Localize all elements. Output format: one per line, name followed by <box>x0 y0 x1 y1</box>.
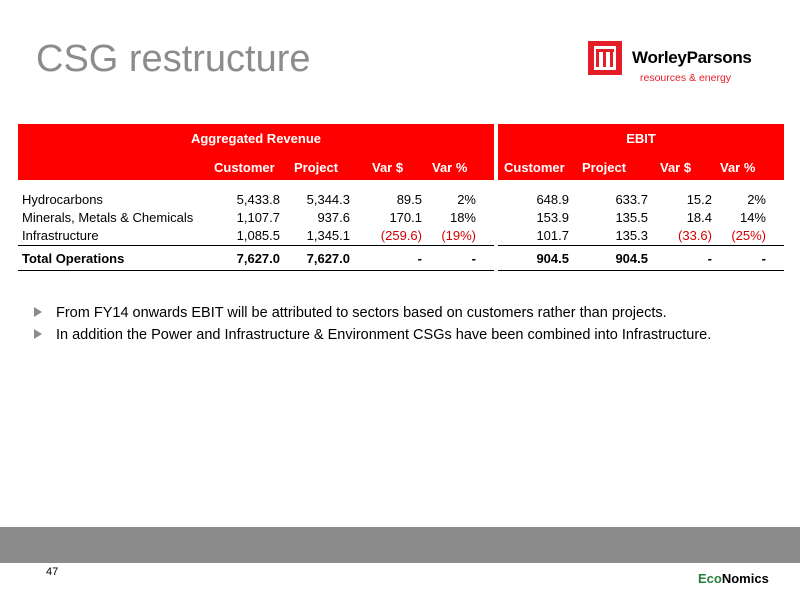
bullet-text: In addition the Power and Infrastructure… <box>56 327 712 343</box>
list-item: From FY14 onwards EBIT will be attribute… <box>34 304 754 322</box>
col-header: Project <box>582 160 627 175</box>
row-label: Minerals, Metals & Chemicals <box>22 210 194 225</box>
financial-table: Aggregated Revenue Customer Project Var … <box>18 124 784 276</box>
bullet-text: From FY14 onwards EBIT will be attribute… <box>56 305 667 321</box>
logo-name: WorleyParsons <box>632 48 752 67</box>
revenue-group-title: Aggregated Revenue <box>190 131 322 146</box>
table-cell: 904.5 <box>536 251 569 266</box>
table-cell: 7,627.0 <box>306 251 350 266</box>
table-cell: 7,627.0 <box>236 251 280 266</box>
table-cell: 170.1 <box>389 210 422 225</box>
table-cell: 937.6 <box>317 210 350 225</box>
footer-band <box>0 527 800 563</box>
row-label: Infrastructure <box>22 228 99 243</box>
logo-mark-icon <box>588 41 622 75</box>
table-cell: - <box>471 251 476 266</box>
total-top-rule <box>18 245 494 246</box>
table-cell: 5,344.3 <box>306 192 350 207</box>
table-cell: 135.3 <box>615 228 648 243</box>
table-cell: 101.7 <box>536 228 569 243</box>
total-row-label: Total Operations <box>22 251 125 266</box>
table-cell: 1,107.7 <box>236 210 280 225</box>
table-cell: 633.7 <box>615 192 648 207</box>
table-cell: 1,345.1 <box>306 228 350 243</box>
arrow-bullet-icon <box>34 329 42 339</box>
col-header: Var % <box>720 160 756 175</box>
table-cell: 5,433.8 <box>236 192 280 207</box>
table-cell: 904.5 <box>615 251 648 266</box>
table-cell: 648.9 <box>536 192 569 207</box>
total-top-rule <box>498 245 784 246</box>
bullet-list: From FY14 onwards EBIT will be attribute… <box>34 304 754 348</box>
table-cell: (259.6) <box>380 228 422 243</box>
col-header: Customer <box>504 160 565 175</box>
table-cell: 18% <box>449 210 476 225</box>
table-cell: (19%) <box>441 228 476 243</box>
ebit-group-title: EBIT <box>626 131 656 146</box>
total-bottom-rule <box>498 270 784 271</box>
col-header: Var $ <box>660 160 692 175</box>
arrow-bullet-icon <box>34 307 42 317</box>
col-header: Var $ <box>372 160 404 175</box>
table-cell: 89.5 <box>396 192 422 207</box>
table-cell: 135.5 <box>615 210 648 225</box>
table-cell: - <box>761 251 766 266</box>
table-cell: 14% <box>739 210 766 225</box>
table-cell: - <box>707 251 712 266</box>
table-cell: 2% <box>457 192 476 207</box>
economics-logo: EcoNomics <box>698 571 769 586</box>
brand-nomics: Nomics <box>721 571 769 586</box>
table-cell: 18.4 <box>686 210 712 225</box>
row-label: Hydrocarbons <box>22 192 103 207</box>
page-number: 47 <box>46 566 59 578</box>
company-logo: WorleyParsons resources & energy <box>588 41 788 91</box>
table-cell: 2% <box>747 192 766 207</box>
col-header: Customer <box>214 160 275 175</box>
table-cell: 15.2 <box>686 192 712 207</box>
total-bottom-rule <box>18 270 494 271</box>
table-cell: (25%) <box>731 228 766 243</box>
table-cell: 153.9 <box>536 210 569 225</box>
table-cell: - <box>417 251 422 266</box>
col-header: Var % <box>432 160 468 175</box>
page-title: CSG restructure <box>36 38 311 80</box>
ebit-header: EBIT Customer Project Var $ Var % <box>498 124 784 180</box>
revenue-header: Aggregated Revenue Customer Project Var … <box>18 124 494 180</box>
brand-eco: Eco <box>698 571 722 586</box>
table-cell: (33.6) <box>678 228 712 243</box>
col-header: Project <box>294 160 339 175</box>
list-item: In addition the Power and Infrastructure… <box>34 326 754 344</box>
table-cell: 1,085.5 <box>236 228 280 243</box>
logo-tagline: resources & energy <box>640 72 732 84</box>
